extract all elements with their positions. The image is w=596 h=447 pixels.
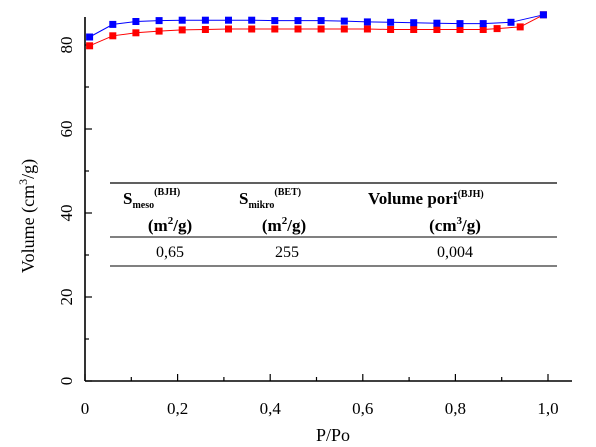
series-1-point — [479, 20, 487, 28]
table-value-s-mikro: 255 — [275, 244, 299, 261]
table-value-s-meso: 0,65 — [156, 244, 184, 261]
series-1-point — [456, 20, 464, 28]
series-1-point — [539, 11, 547, 19]
series-0-point — [363, 25, 371, 33]
series-1-point — [201, 16, 209, 24]
axes — [84, 17, 572, 382]
x-tick-label: 0,4 — [260, 399, 282, 418]
x-tick-label: 0,6 — [352, 399, 373, 418]
y-axis-label: Volume (cm3/g) — [16, 159, 39, 273]
series-0-point — [248, 25, 256, 33]
table-unit-s-mikro: (m2/g) — [262, 215, 306, 235]
series-0-point — [155, 27, 163, 35]
series-1-point — [363, 18, 371, 26]
series-0-point — [178, 26, 186, 34]
series-1-point — [387, 18, 395, 26]
y-tick-label: 40 — [57, 205, 76, 222]
series-0-point — [387, 26, 395, 33]
y-tick-label: 0 — [57, 377, 76, 386]
series-0-point — [479, 26, 487, 33]
y-tick-label: 20 — [57, 289, 76, 306]
x-axis-label: P/Po — [316, 425, 350, 445]
series-0-point — [493, 25, 501, 33]
table-header-volume-pori: Volume pori(BJH) — [368, 189, 484, 208]
table-unit-volume-pori: (cm3/g) — [429, 215, 481, 235]
series-1-line — [89, 14, 544, 38]
x-tick-label: 0,8 — [445, 399, 466, 418]
table-value-volume-pori: 0,004 — [437, 244, 473, 261]
series-0-point — [340, 25, 348, 33]
series-1-point — [433, 19, 441, 27]
series-1-point — [248, 16, 256, 24]
inset-table: Smeso(BJH) Smikro(BET) Volume pori(BJH) … — [110, 182, 557, 267]
series-layer — [86, 11, 547, 50]
table-header-s-mikro: Smikro(BET) — [239, 187, 301, 211]
series-0-point — [109, 32, 117, 40]
series-0-point — [456, 26, 464, 33]
series-0-point — [86, 42, 94, 50]
series-1-point — [410, 19, 418, 27]
series-1-point — [225, 16, 232, 24]
y-tick-label: 60 — [57, 121, 76, 138]
series-1-point — [155, 17, 163, 25]
x-tick-label: 1,0 — [537, 399, 558, 418]
series-0-point — [225, 25, 232, 33]
series-0-point — [317, 25, 325, 33]
series-1-point — [294, 17, 302, 25]
x-tick-label: 0,2 — [167, 399, 188, 418]
series-1-point — [178, 16, 186, 24]
series-0-point — [294, 25, 302, 33]
series-1-point — [109, 20, 117, 28]
series-0-point — [410, 26, 418, 33]
y-tick-label: 80 — [57, 37, 76, 54]
x-ticks: 0 0,2 0,4 0,6 0,8 1,0 — [81, 374, 559, 418]
series-1-point — [317, 17, 325, 25]
table-unit-s-meso: (m2/g) — [148, 215, 192, 235]
x-tick-label: 0 — [81, 399, 90, 418]
series-1-point — [86, 33, 94, 41]
series-0-point — [132, 29, 140, 37]
series-0-point — [201, 26, 209, 33]
table-header-s-meso: Smeso(BJH) — [123, 187, 180, 211]
series-1-point — [507, 18, 515, 26]
series-0-point — [271, 25, 279, 33]
series-1-point — [132, 18, 140, 25]
series-0-point — [433, 26, 441, 33]
y-ticks: 0 20 40 60 80 — [57, 37, 92, 386]
series-1-point — [271, 17, 279, 25]
series-1-point — [340, 17, 348, 25]
series-0-point — [516, 23, 524, 31]
